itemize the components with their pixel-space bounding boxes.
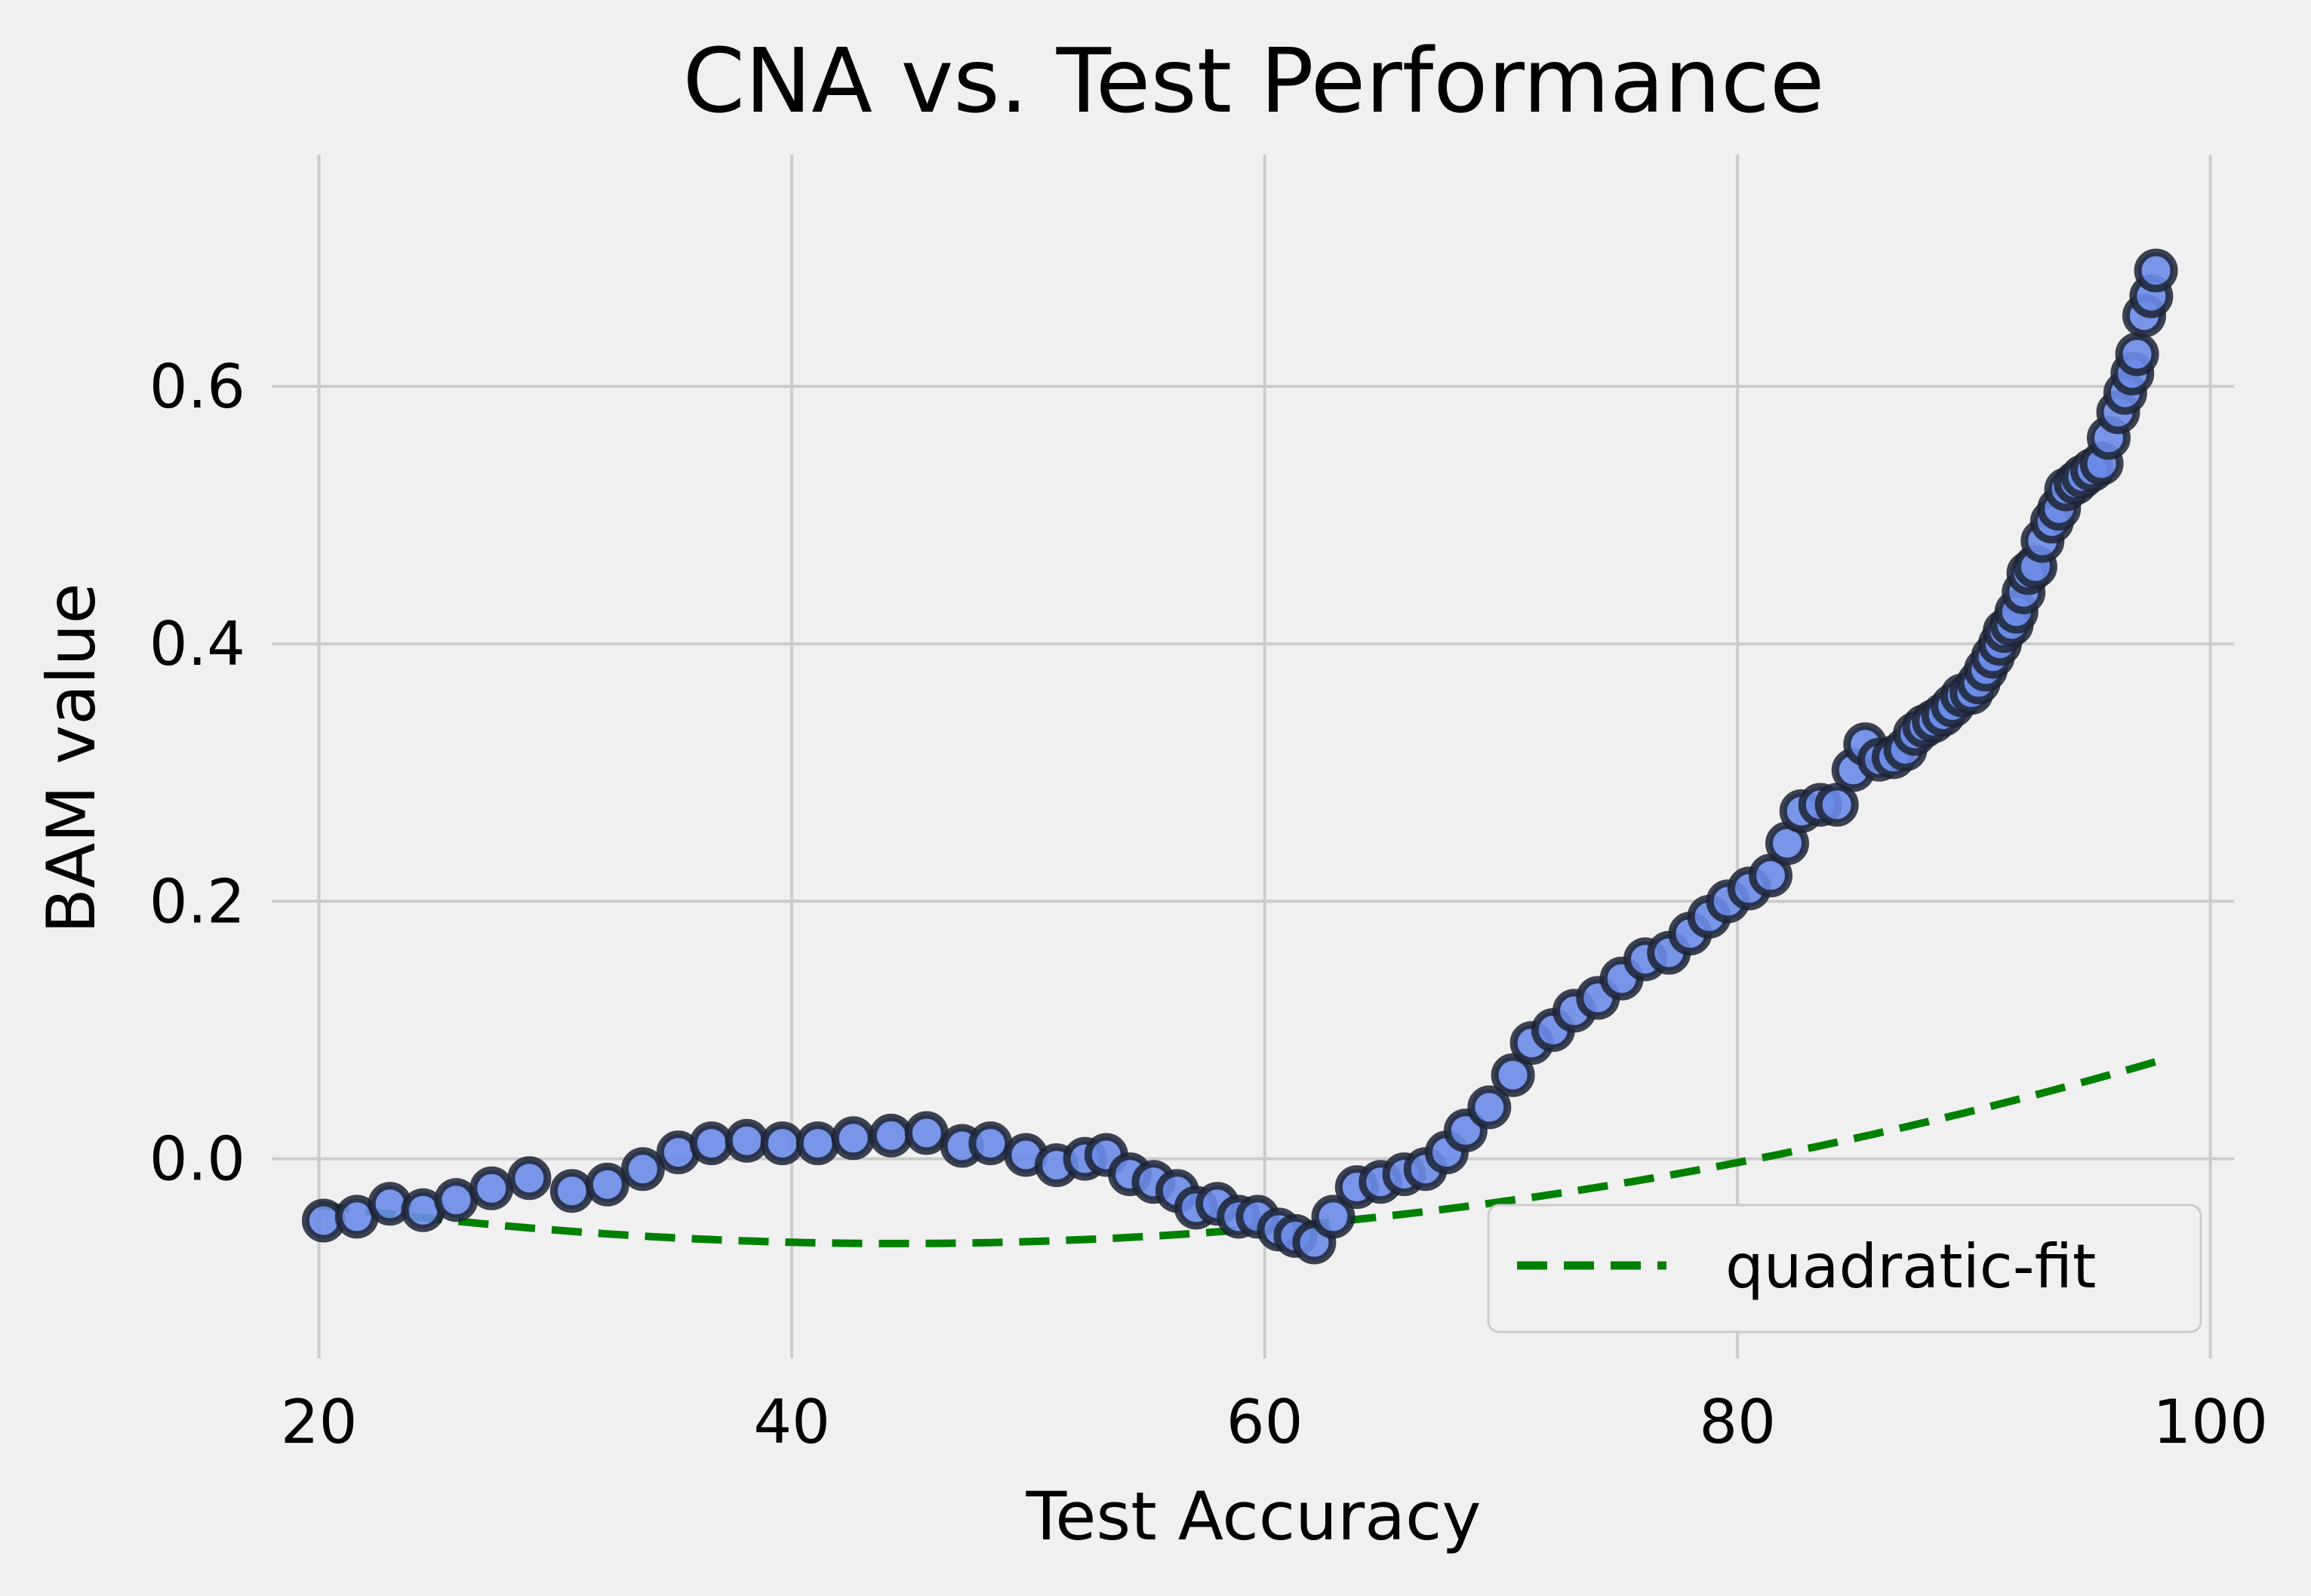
x-tick-label: 100 bbox=[2153, 1387, 2268, 1457]
y-tick-label: 0.4 bbox=[149, 609, 245, 679]
data-point bbox=[1491, 1053, 1535, 1097]
tick-labels: 20 40 60 80 100 0.0 0.2 0.4 0.6 bbox=[149, 352, 2268, 1457]
x-tick-label: 80 bbox=[1699, 1387, 1776, 1457]
x-tick-label: 20 bbox=[281, 1387, 358, 1457]
data-point bbox=[689, 1121, 734, 1166]
y-tick-label: 0.0 bbox=[149, 1124, 245, 1195]
data-point bbox=[2115, 332, 2159, 377]
chart-title: CNA vs. Test Performance bbox=[683, 29, 1825, 133]
points-layer bbox=[301, 248, 2178, 1265]
x-axis-label: Test Accuracy bbox=[1025, 1478, 1481, 1555]
y-tick-label: 0.2 bbox=[149, 866, 245, 936]
legend-label-quadratic-fit: quadratic-fit bbox=[1725, 1232, 2096, 1302]
data-point bbox=[831, 1116, 875, 1161]
data-point bbox=[1311, 1195, 1356, 1239]
data-point bbox=[904, 1111, 949, 1155]
data-point bbox=[1467, 1085, 1512, 1130]
y-axis-label: BAM value bbox=[32, 583, 110, 934]
data-point bbox=[2134, 248, 2178, 293]
fit-layer bbox=[318, 1058, 2157, 1247]
data-point bbox=[795, 1121, 840, 1166]
legend-box bbox=[1487, 1204, 2202, 1333]
data-point bbox=[434, 1178, 479, 1222]
y-tick-label: 0.6 bbox=[149, 352, 245, 422]
x-tick-label: 60 bbox=[1226, 1387, 1303, 1457]
data-point bbox=[869, 1113, 913, 1158]
x-tick-label: 40 bbox=[753, 1387, 830, 1457]
data-point bbox=[507, 1156, 552, 1201]
data-point bbox=[620, 1147, 665, 1192]
legend: quadratic-fit bbox=[1487, 1204, 2202, 1333]
grid bbox=[272, 155, 2234, 1358]
quadratic-fit-line bbox=[318, 1058, 2157, 1247]
data-point bbox=[1814, 783, 1859, 827]
data-point bbox=[549, 1169, 594, 1213]
data-point bbox=[469, 1166, 514, 1210]
data-point bbox=[585, 1162, 629, 1207]
data-point bbox=[968, 1121, 1013, 1166]
data-point bbox=[725, 1118, 769, 1163]
data-point bbox=[760, 1121, 805, 1166]
